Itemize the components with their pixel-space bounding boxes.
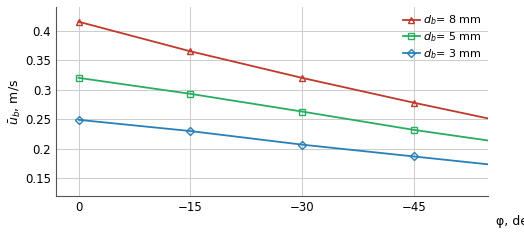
$d_b$= 3 mm xyxy=(522,167,524,170)
$d_b$= 3 mm xyxy=(299,143,305,146)
$d_b$= 8 mm xyxy=(299,77,305,79)
$d_b$= 5 mm xyxy=(522,144,524,147)
$d_b$= 8 mm xyxy=(522,125,524,128)
$d_b$= 3 mm xyxy=(187,130,193,132)
$d_b$= 5 mm xyxy=(187,92,193,95)
Line: $d_b$= 5 mm: $d_b$= 5 mm xyxy=(75,75,524,149)
$d_b$= 5 mm xyxy=(75,77,82,79)
Y-axis label: $\bar{u}_b$, m/s: $\bar{u}_b$, m/s xyxy=(7,78,23,124)
$d_b$= 8 mm xyxy=(187,50,193,53)
$d_b$= 8 mm xyxy=(410,101,417,104)
Line: $d_b$= 3 mm: $d_b$= 3 mm xyxy=(75,117,524,171)
Legend: $d_b$= 8 mm, $d_b$= 5 mm, $d_b$= 3 mm: $d_b$= 8 mm, $d_b$= 5 mm, $d_b$= 3 mm xyxy=(398,9,486,65)
$d_b$= 5 mm xyxy=(299,110,305,113)
$d_b$= 8 mm xyxy=(75,20,82,23)
X-axis label: φ, deg.: φ, deg. xyxy=(496,215,524,228)
$d_b$= 3 mm xyxy=(75,118,82,121)
Line: $d_b$= 8 mm: $d_b$= 8 mm xyxy=(75,18,524,129)
$d_b$= 5 mm xyxy=(410,128,417,131)
$d_b$= 3 mm xyxy=(410,155,417,158)
